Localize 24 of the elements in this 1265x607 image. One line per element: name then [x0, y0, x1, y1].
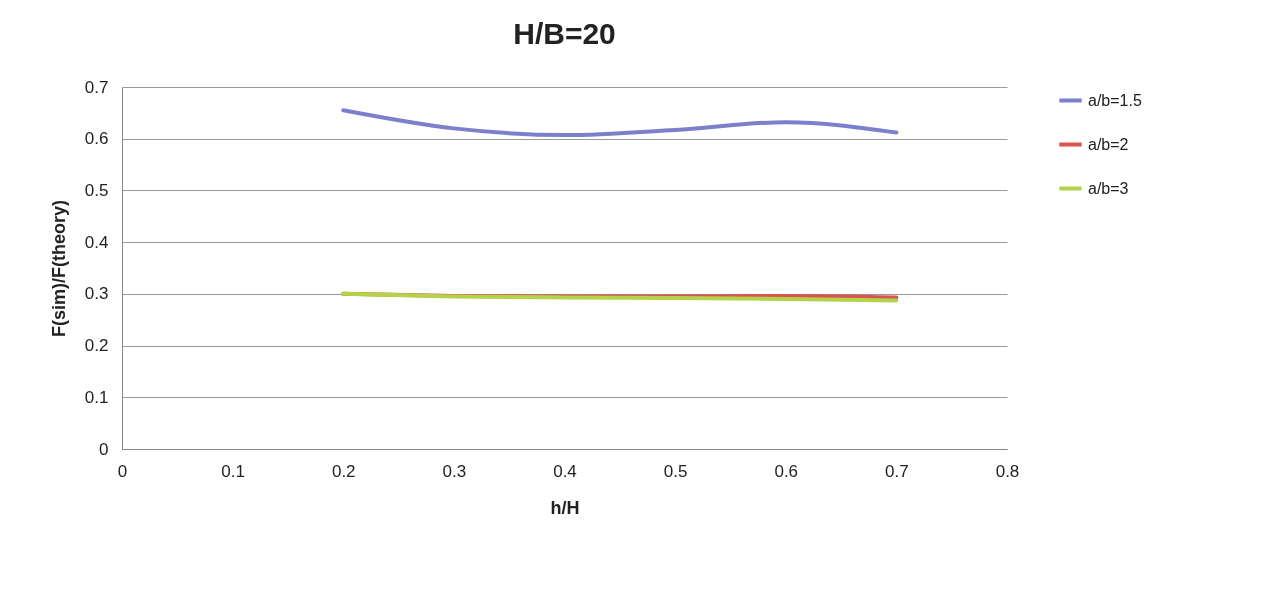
y-tick-label: 0.1 [84, 387, 109, 407]
x-tick-label: 0.5 [663, 461, 688, 481]
y-tick-label: 0.3 [84, 284, 109, 304]
x-tick-label: 0 [117, 461, 128, 481]
y-tick-label: 0.6 [84, 129, 109, 149]
x-tick-label: 0.2 [331, 461, 356, 481]
y-tick-label: 0.5 [84, 180, 109, 200]
x-tick-label: 0.4 [553, 461, 577, 481]
legend-label: a/b=3 [1088, 179, 1129, 197]
legend-label: a/b=1.5 [1088, 91, 1142, 109]
y-tick-label: 0.4 [84, 232, 109, 252]
x-tick-label: 0.7 [885, 461, 909, 481]
legend-label: a/b=2 [1088, 135, 1129, 153]
x-tick-label: 0.3 [442, 461, 467, 481]
y-tick-label: 0.7 [84, 77, 109, 97]
line-series [341, 108, 899, 138]
y-tick-label: 0 [99, 439, 109, 459]
y-axis-title: F(sim)/F(theory) [48, 200, 69, 337]
y-tick-label: 0.2 [84, 336, 109, 356]
chart-title: H/B=20 [513, 17, 616, 50]
x-axis-title: h/H [550, 497, 580, 518]
x-tick-label: 0.6 [774, 461, 799, 481]
x-tick-label: 0.8 [995, 461, 1020, 481]
x-tick-label: 0.1 [221, 461, 245, 481]
